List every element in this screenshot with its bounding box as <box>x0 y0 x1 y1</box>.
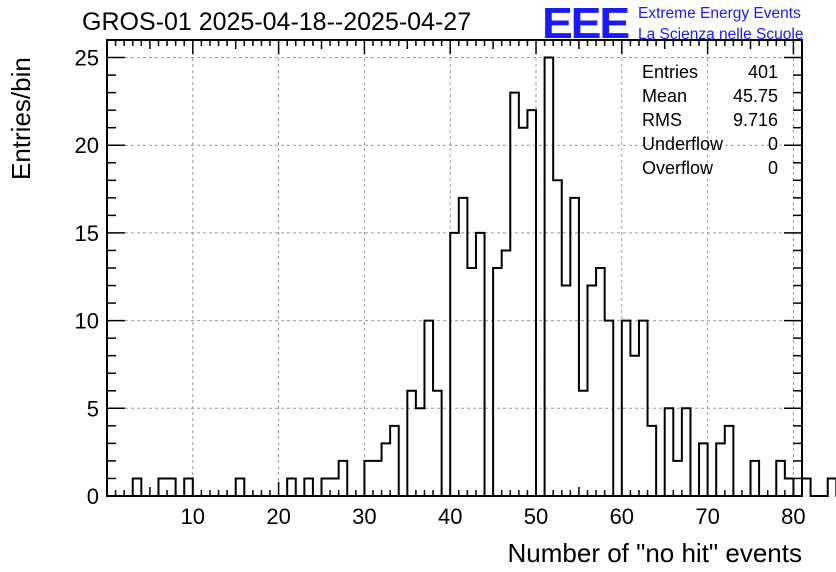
logo-line-1: Extreme Energy Events <box>638 5 801 22</box>
stat-value: 9.716 <box>732 110 778 130</box>
stat-value: 0 <box>767 158 778 178</box>
y-tick-label: 20 <box>75 133 99 158</box>
x-tick-label: 20 <box>266 504 290 529</box>
x-tick-label: 40 <box>438 504 462 529</box>
stats-box: Entries 401 Mean 45.75 RMS 9.716 Underfl… <box>642 60 778 180</box>
x-tick-label: 80 <box>781 504 805 529</box>
x-tick-label: 60 <box>610 504 634 529</box>
logo-line-2: La Scienza nelle Scuole <box>638 26 804 43</box>
x-tick-labels: 10 20 30 40 50 60 70 80 <box>181 504 806 529</box>
y-tick-label: 0 <box>87 484 99 509</box>
y-axis-label: Entries/bin <box>6 57 36 180</box>
stat-value: 401 <box>747 62 778 82</box>
stat-value: 0 <box>767 134 778 154</box>
stat-row-rms: RMS 9.716 <box>642 108 778 132</box>
stat-value: 45.75 <box>732 86 778 106</box>
y-tick-label: 15 <box>75 221 99 246</box>
x-tick-label: 70 <box>695 504 719 529</box>
x-tick-label: 10 <box>181 504 205 529</box>
x-tick-label: 30 <box>352 504 376 529</box>
x-tick-label: 50 <box>524 504 548 529</box>
stat-label: Entries <box>642 62 699 82</box>
y-tick-label: 25 <box>75 46 99 71</box>
y-tick-label: 10 <box>75 309 99 334</box>
page-title: GROS-01 2025-04-18--2025-04-27 <box>82 8 472 36</box>
stat-row-overflow: Overflow 0 <box>642 156 778 180</box>
y-tick-labels: 0 5 10 15 20 25 <box>75 46 99 509</box>
stat-row-entries: Entries 401 <box>642 60 778 84</box>
y-tick-label: 5 <box>87 396 99 421</box>
stat-label: Underflow <box>642 134 724 154</box>
x-axis-label: Number of "no hit" events <box>508 538 803 568</box>
stat-row-mean: Mean 45.75 <box>642 84 778 108</box>
stat-label: Mean <box>642 86 688 106</box>
stat-label: Overflow <box>642 158 714 178</box>
stat-row-underflow: Underflow 0 <box>642 132 778 156</box>
axis-ticks <box>106 39 803 497</box>
stat-label: RMS <box>642 110 682 130</box>
eee-logo-mark: EEE <box>541 0 630 48</box>
